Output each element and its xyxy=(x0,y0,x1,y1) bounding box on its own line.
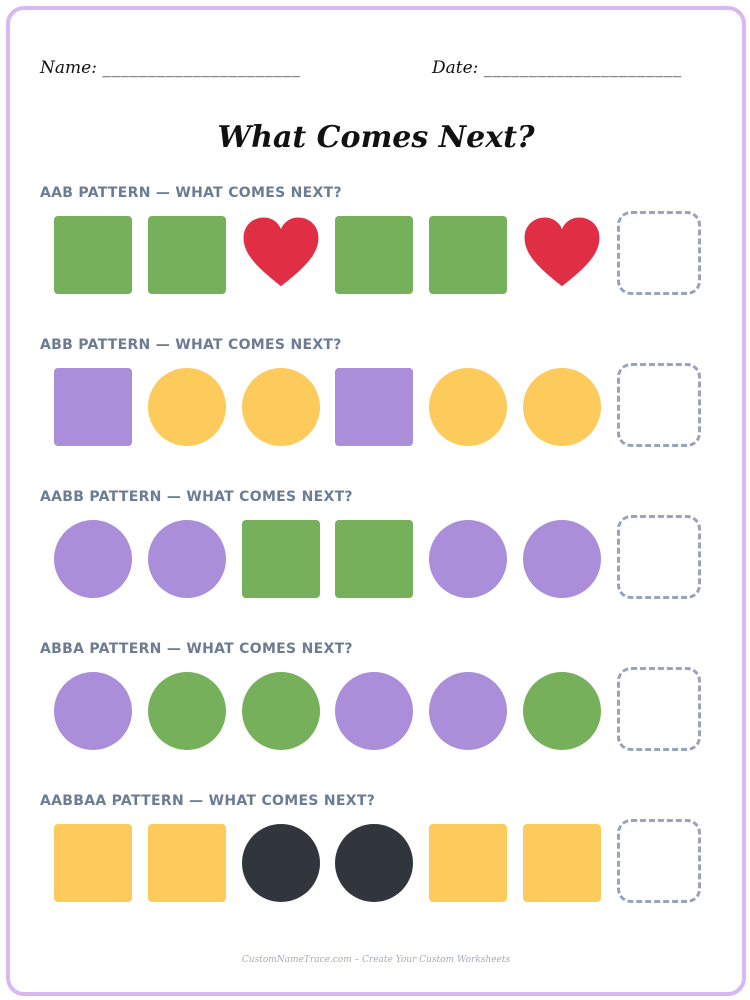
pattern-row xyxy=(54,363,714,449)
green-square-icon xyxy=(429,216,507,294)
pattern-section: ABB PATTERN — WHAT COMES NEXT? xyxy=(40,337,720,447)
purple-circle-icon xyxy=(429,672,507,750)
green-square-icon xyxy=(242,520,320,598)
yellow-square-icon xyxy=(148,824,226,902)
green-circle-icon xyxy=(523,672,601,750)
date-blank-line[interactable]: ______________________ xyxy=(483,58,682,78)
pattern-label: AABBAA PATTERN — WHAT COMES NEXT? xyxy=(40,793,376,809)
pattern-label: ABB PATTERN — WHAT COMES NEXT? xyxy=(40,337,342,353)
date-field[interactable]: Date: ______________________ xyxy=(432,58,682,78)
green-square-icon xyxy=(54,216,132,294)
footer-credit: CustomNameTrace.com – Create Your Custom… xyxy=(241,955,511,965)
name-field[interactable]: Name: ______________________ xyxy=(40,58,300,78)
page-title: What Comes Next? xyxy=(217,120,535,155)
yellow-square-icon xyxy=(523,824,601,902)
answer-box[interactable] xyxy=(617,819,701,903)
green-square-icon xyxy=(335,216,413,294)
pattern-section: AABB PATTERN — WHAT COMES NEXT? xyxy=(40,489,720,599)
answer-box[interactable] xyxy=(617,515,701,599)
answer-box[interactable] xyxy=(617,363,701,447)
purple-circle-icon xyxy=(54,520,132,598)
green-circle-icon xyxy=(148,672,226,750)
yellow-circle-icon xyxy=(523,368,601,446)
red-heart-icon xyxy=(523,216,601,294)
purple-circle-icon xyxy=(54,672,132,750)
pattern-section: AAB PATTERN — WHAT COMES NEXT? xyxy=(40,185,720,295)
pattern-label: AAB PATTERN — WHAT COMES NEXT? xyxy=(40,185,342,201)
name-label: Name: xyxy=(40,58,97,78)
red-heart-icon xyxy=(242,216,320,294)
pattern-row xyxy=(54,667,714,753)
yellow-square-icon xyxy=(54,824,132,902)
purple-circle-icon xyxy=(523,520,601,598)
purple-circle-icon xyxy=(148,520,226,598)
yellow-circle-icon xyxy=(429,368,507,446)
pattern-row xyxy=(54,515,714,601)
pattern-label: AABB PATTERN — WHAT COMES NEXT? xyxy=(40,489,353,505)
pattern-row xyxy=(54,211,714,297)
yellow-square-icon xyxy=(429,824,507,902)
date-label: Date: xyxy=(432,58,479,78)
purple-square-icon xyxy=(335,368,413,446)
black-circle-icon xyxy=(242,824,320,902)
pattern-label: ABBA PATTERN — WHAT COMES NEXT? xyxy=(40,641,353,657)
green-circle-icon xyxy=(242,672,320,750)
yellow-circle-icon xyxy=(148,368,226,446)
purple-circle-icon xyxy=(335,672,413,750)
pattern-section: ABBA PATTERN — WHAT COMES NEXT? xyxy=(40,641,720,751)
answer-box[interactable] xyxy=(617,667,701,751)
yellow-circle-icon xyxy=(242,368,320,446)
purple-square-icon xyxy=(54,368,132,446)
answer-box[interactable] xyxy=(617,211,701,295)
black-circle-icon xyxy=(335,824,413,902)
purple-circle-icon xyxy=(429,520,507,598)
green-square-icon xyxy=(335,520,413,598)
pattern-section: AABBAA PATTERN — WHAT COMES NEXT? xyxy=(40,793,720,903)
pattern-row xyxy=(54,819,714,905)
name-blank-line[interactable]: ______________________ xyxy=(102,58,301,78)
green-square-icon xyxy=(148,216,226,294)
worksheet-page: Name: ______________________ Date: _____… xyxy=(6,6,746,996)
